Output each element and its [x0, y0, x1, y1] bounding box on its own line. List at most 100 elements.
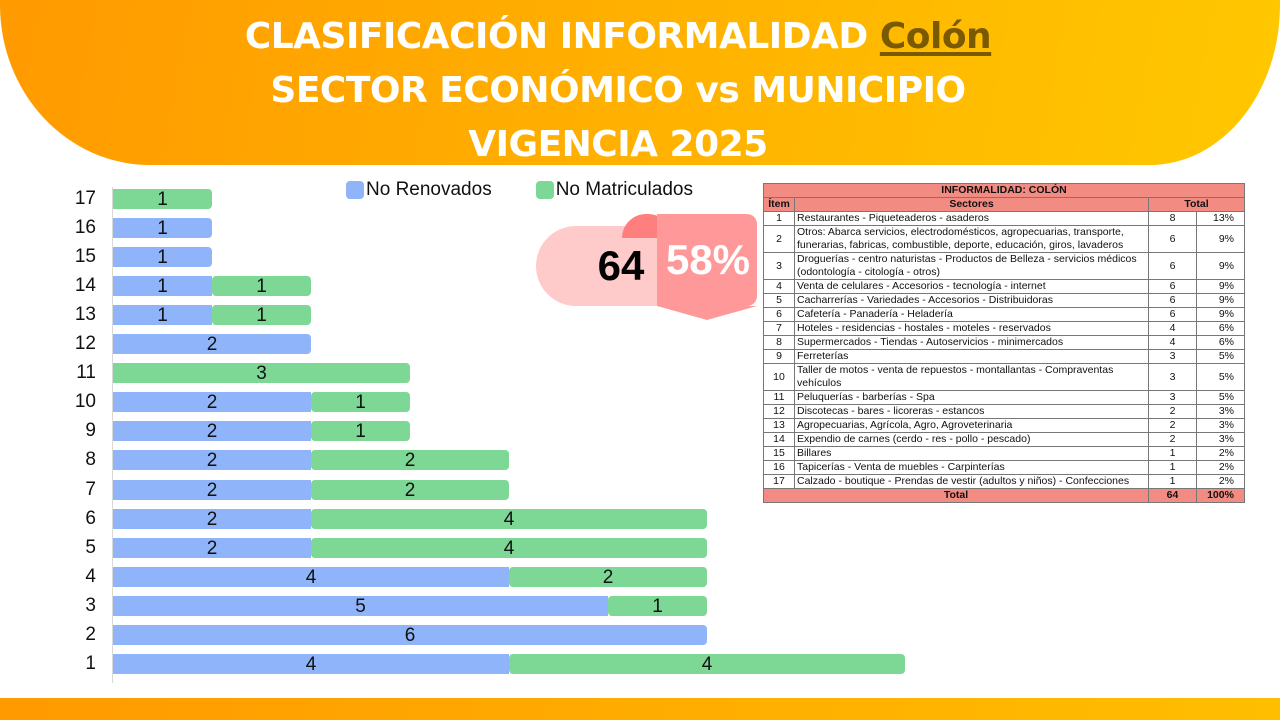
cell-sector: Venta de celulares - Accesorios - tecnol… [794, 279, 1149, 294]
municipality-name: Colón [879, 16, 992, 57]
bar-segment-no-matriculados: 1 [608, 595, 707, 616]
chart-legend: No Renovados No Matriculados [346, 179, 693, 201]
bar-segment-no-renovados: 2 [113, 508, 311, 529]
legend-item-no-renovados: No Renovados [346, 179, 492, 201]
table-row: 2 Otros: Abarca servicios, electrodomésti… [763, 225, 1245, 253]
table-row: 8 Supermercados - Tiendas - Autoservicios… [763, 335, 1245, 350]
header-banner: CLASIFICACIÓN INFORMALIDAD Colón SECTOR … [0, 0, 1280, 165]
header-total: Total [1148, 197, 1245, 212]
cell-pct: 2% [1196, 446, 1245, 461]
table-row: 12 Discotecas - bares - licoreras - estan… [763, 404, 1245, 419]
kpi-total-value: 64 [597, 242, 645, 289]
y-axis-label: 11 [76, 362, 96, 384]
stacked-bar: 1 [113, 218, 212, 239]
total-pct: 100% [1196, 488, 1245, 503]
cell-sector: Billares [794, 446, 1149, 461]
cell-item: 14 [763, 432, 795, 447]
bar-segment-no-renovados: 4 [113, 566, 509, 587]
table-total-row: Total 64 100% [763, 488, 1245, 503]
bar-segment-no-matriculados: 2 [509, 566, 707, 587]
cell-count: 2 [1148, 432, 1197, 447]
y-axis-label: 14 [74, 275, 96, 297]
bar-segment-no-matriculados: 2 [311, 450, 509, 471]
bar-segment-no-renovados: 2 [113, 537, 311, 558]
cell-item: 7 [763, 321, 795, 336]
header-item: Ítem [763, 197, 795, 212]
kpi-tag-point [657, 306, 757, 320]
y-axis-label: 9 [85, 420, 96, 442]
cell-item: 1 [763, 211, 795, 226]
bar-segment-no-renovados: 4 [113, 653, 509, 674]
stacked-bar-chart: 17 1 16 1 15 1 14 1 1 13 1 1 12 2 11 3 10 2 1 9 2 1 8 2 2 7 2 2 6 2 4 5… [60, 175, 905, 685]
bar-segment-no-renovados: 1 [113, 247, 212, 268]
total-count: 64 [1148, 488, 1197, 503]
cell-pct: 9% [1196, 279, 1245, 294]
bar-segment-no-renovados: 2 [113, 450, 311, 471]
kpi-percent-value: 58% [665, 236, 751, 283]
table-row: 5 Cacharrerías - Variedades - Accesorios … [763, 293, 1245, 308]
table-row: 15 Billares 1 2% [763, 446, 1245, 461]
cell-sector: Peluquerías - barberías - Spa [794, 390, 1149, 405]
cell-sector: Otros: Abarca servicios, electrodoméstic… [794, 225, 1149, 253]
table-row: 6 Cafetería - Panadería - Heladería 6 9% [763, 307, 1245, 322]
y-axis-label: 3 [85, 594, 96, 616]
cell-count: 4 [1148, 321, 1197, 336]
bar-segment-no-matriculados: 4 [311, 537, 707, 558]
cell-sector: Droguerías - centro naturistas - Product… [794, 252, 1149, 280]
cell-count: 6 [1148, 279, 1197, 294]
page-title: CLASIFICACIÓN INFORMALIDAD Colón SECTOR … [0, 10, 1236, 172]
cell-item: 13 [763, 418, 795, 433]
stacked-bar: 1 [113, 247, 212, 268]
bar-segment-no-renovados: 6 [113, 624, 707, 645]
cell-item: 9 [763, 349, 795, 364]
cell-count: 8 [1148, 211, 1197, 226]
cell-count: 3 [1148, 349, 1197, 364]
y-axis-label: 12 [74, 333, 96, 355]
table-row: 11 Peluquerías - barberías - Spa 3 5% [763, 390, 1245, 405]
bar-segment-no-renovados: 2 [113, 334, 311, 355]
cell-count: 2 [1148, 404, 1197, 419]
bar-segment-no-matriculados: 1 [311, 392, 410, 413]
y-axis-label: 7 [85, 478, 96, 500]
cell-pct: 9% [1196, 307, 1245, 322]
y-axis-label: 6 [85, 507, 96, 529]
y-axis-label: 4 [85, 565, 96, 587]
cell-sector: Cafetería - Panadería - Heladería [794, 307, 1149, 322]
cell-pct: 5% [1196, 390, 1245, 405]
cell-pct: 6% [1196, 335, 1245, 350]
y-axis-label: 10 [74, 391, 96, 413]
table-row: 3 Droguerías - centro naturistas - Produc… [763, 252, 1245, 280]
cell-pct: 6% [1196, 321, 1245, 336]
cell-pct: 3% [1196, 432, 1245, 447]
header-sectores: Sectores [794, 197, 1149, 212]
cell-pct: 13% [1196, 211, 1245, 226]
bar-segment-no-renovados: 1 [113, 276, 212, 297]
title-line-3: VIGENCIA 2025 [468, 124, 768, 165]
bar-segment-no-renovados: 2 [113, 421, 311, 442]
bar-segment-no-matriculados: 1 [113, 189, 212, 209]
legend-swatch-green [535, 181, 554, 199]
cell-item: 17 [763, 474, 795, 489]
bar-segment-no-renovados: 1 [113, 305, 212, 326]
cell-count: 6 [1148, 252, 1197, 280]
bar-segment-no-matriculados: 4 [509, 653, 905, 674]
cell-pct: 5% [1196, 363, 1245, 391]
y-axis-label: 2 [85, 623, 96, 645]
table-row: 17 Calzado - boutique - Prendas de vestir… [763, 474, 1245, 489]
cell-item: 3 [763, 252, 795, 280]
bar-segment-no-renovados: 2 [113, 479, 311, 500]
cell-item: 8 [763, 335, 795, 350]
cell-count: 6 [1148, 307, 1197, 322]
cell-count: 1 [1148, 460, 1197, 475]
legend-swatch-blue [346, 181, 364, 199]
y-axis-label: 5 [85, 536, 96, 558]
bar-segment-no-renovados: 1 [113, 218, 212, 239]
table-row: 13 Agropecuarias, Agrícola, Agro, Agrovet… [763, 418, 1245, 433]
footer-bar [0, 698, 1280, 720]
